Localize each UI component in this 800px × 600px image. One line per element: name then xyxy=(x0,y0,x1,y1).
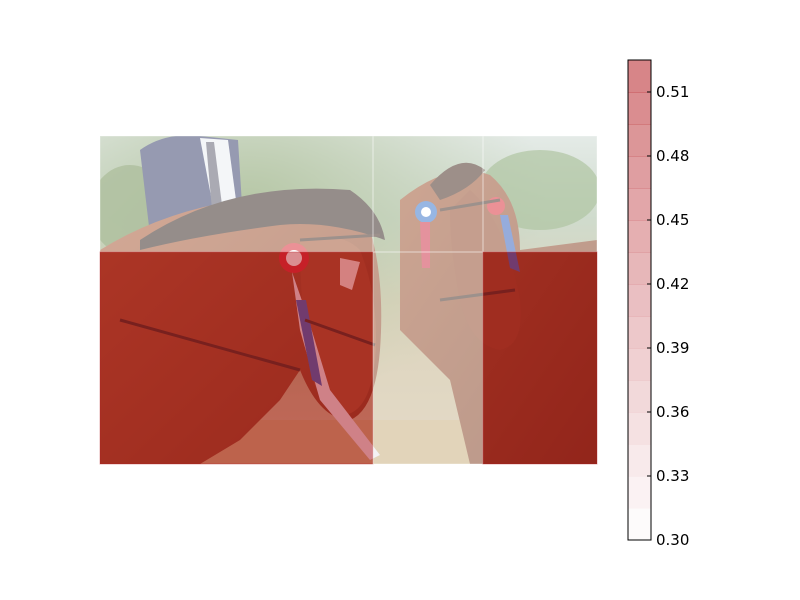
colorbar: 0.30 0.33 0.36 0.39 0.42 0.45 0.48 0.51 xyxy=(627,59,689,549)
colorbar-level-5 xyxy=(628,348,651,381)
colorbar-tick-label: 0.51 xyxy=(656,83,689,101)
heatmap-cell-r0-c2 xyxy=(482,135,598,253)
heatmap-cell-r0-c0 xyxy=(99,135,374,253)
colorbar-tick-label: 0.30 xyxy=(656,531,689,549)
colorbar-level-13 xyxy=(628,92,651,125)
colorbar-level-9 xyxy=(628,220,651,253)
colorbar-level-6 xyxy=(628,316,651,349)
colorbar-level-14 xyxy=(628,60,651,93)
colorbar-level-7 xyxy=(628,284,651,317)
colorbar-level-0 xyxy=(628,508,651,541)
heatmap-cell-r1-c1 xyxy=(372,251,484,465)
colorbar-level-10 xyxy=(628,188,651,221)
heatmap-cell-r0-c1 xyxy=(372,135,484,253)
colorbar-level-11 xyxy=(628,156,651,189)
colorbar-tick-label: 0.39 xyxy=(656,339,689,357)
colorbar-level-4 xyxy=(628,380,651,413)
heatmap-overlay xyxy=(99,135,598,465)
colorbar-level-12 xyxy=(628,124,651,157)
colorbar-tick-label: 0.48 xyxy=(656,147,689,165)
colorbar-level-3 xyxy=(628,412,651,445)
colorbar-tick-label: 0.36 xyxy=(656,403,689,421)
colorbar-tick-label: 0.45 xyxy=(656,211,689,229)
heatmap-cell-r1-c2 xyxy=(482,251,598,465)
colorbar-level-2 xyxy=(628,444,651,477)
colorbar-level-1 xyxy=(628,476,651,509)
colorbar-tick-label: 0.33 xyxy=(656,467,689,485)
heatmap-cell-r1-c0 xyxy=(99,251,374,465)
colorbar-tick-label: 0.42 xyxy=(656,275,689,293)
colorbar-frame xyxy=(627,59,652,541)
colorbar-level-8 xyxy=(628,252,651,285)
